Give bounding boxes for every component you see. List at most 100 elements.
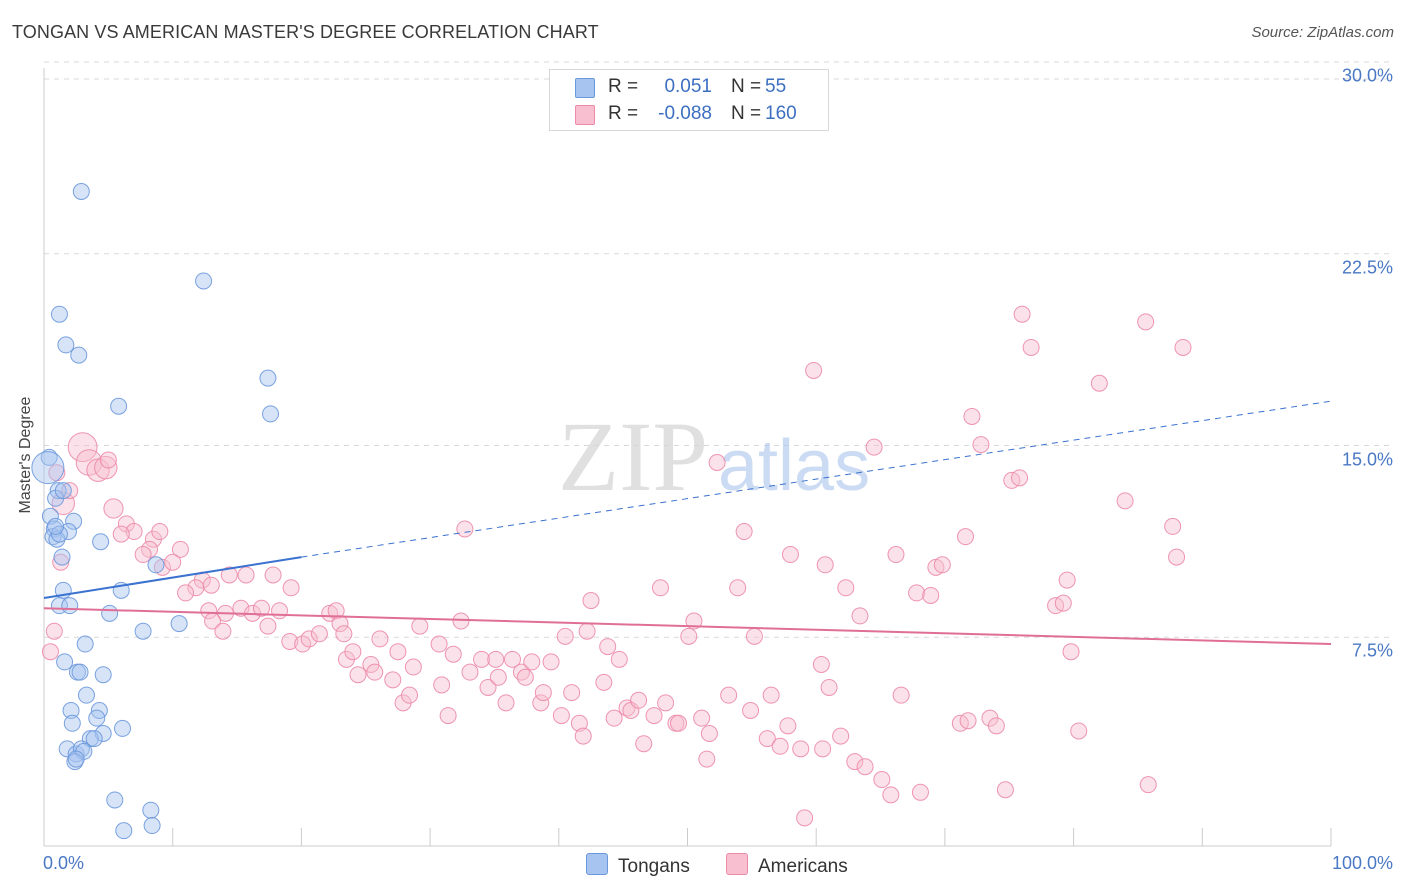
- americans-point: [523, 653, 541, 671]
- americans-point: [552, 707, 570, 725]
- americans-point: [779, 717, 797, 735]
- watermark-atlas: atlas: [718, 426, 870, 506]
- americans-point: [1062, 643, 1080, 661]
- americans-point: [669, 714, 687, 732]
- n-value: 160: [765, 103, 797, 124]
- americans-point: [366, 663, 384, 681]
- tongans-point: [70, 346, 88, 364]
- tongans-point: [142, 801, 160, 819]
- americans-point: [987, 717, 1005, 735]
- americans-point: [745, 627, 763, 645]
- americans-point: [1168, 548, 1186, 566]
- americans-point: [371, 630, 389, 648]
- y-tick-label: 7.5%: [1351, 640, 1393, 661]
- americans-point: [735, 523, 753, 541]
- americans-point: [720, 686, 738, 704]
- americans-swatch: [575, 105, 595, 125]
- tongans-point: [115, 822, 133, 840]
- tongans-point: [67, 750, 85, 768]
- americans-point: [99, 451, 117, 469]
- americans-point: [856, 758, 874, 776]
- americans-point: [959, 712, 977, 730]
- americans-point: [700, 725, 718, 743]
- tongans-point: [259, 369, 277, 387]
- y-tick-label: 15.0%: [1341, 449, 1393, 469]
- tongans-points: [31, 182, 280, 840]
- tongans-point: [170, 615, 188, 633]
- americans-point: [578, 622, 596, 640]
- americans-point: [635, 735, 653, 753]
- americans-point: [820, 678, 838, 696]
- tongans-point: [76, 635, 94, 653]
- americans-point: [259, 617, 277, 635]
- americans-point: [452, 612, 470, 630]
- tongans-point: [147, 556, 165, 574]
- americans-point: [657, 694, 675, 712]
- tongans-point: [106, 791, 124, 809]
- tongans-point: [143, 817, 161, 835]
- tongans-legend-swatch: [586, 853, 608, 875]
- tongans-point: [56, 653, 74, 671]
- tongans-point: [85, 730, 103, 748]
- tongans-point: [48, 530, 66, 548]
- americans-point: [1022, 338, 1040, 356]
- tongans-point: [65, 512, 83, 530]
- americans-point: [1116, 492, 1134, 510]
- americans-trend-line: [43, 607, 1332, 646]
- tongans-legend-label: Tongans: [618, 856, 690, 877]
- americans-point: [758, 730, 776, 748]
- americans-point: [125, 523, 143, 541]
- americans-point: [389, 643, 407, 661]
- tongans-point: [40, 448, 58, 466]
- americans-point: [729, 579, 747, 597]
- americans-point: [781, 546, 799, 564]
- tongans-point: [88, 709, 106, 727]
- americans-point: [534, 684, 552, 702]
- tongans-point: [77, 686, 95, 704]
- tongans-point: [47, 517, 65, 535]
- tongans-point: [195, 272, 213, 290]
- x-tick-label-min: 0.0%: [43, 853, 85, 873]
- americans-point: [651, 579, 669, 597]
- americans-point: [1011, 469, 1029, 487]
- americans-point: [605, 709, 623, 727]
- americans-point: [67, 432, 98, 463]
- americans-point: [762, 686, 780, 704]
- americans-point: [503, 650, 521, 668]
- americans-point: [479, 678, 497, 696]
- r-label: R =: [608, 103, 639, 124]
- americans-point: [200, 602, 218, 620]
- americans-point: [461, 663, 479, 681]
- americans-point: [837, 579, 855, 597]
- americans-point: [300, 630, 318, 648]
- americans-point: [444, 645, 462, 663]
- americans-legend-swatch: [726, 853, 748, 875]
- americans-point: [51, 491, 76, 516]
- y-tick-label: 22.5%: [1341, 257, 1393, 278]
- correlation-legend: R = 0.051 N = 55 R = -0.088 N = 160: [549, 69, 829, 131]
- americans-point: [487, 650, 505, 668]
- tongans-point: [61, 597, 79, 615]
- americans-point: [411, 617, 429, 635]
- americans-point: [708, 454, 726, 471]
- americans-point: [882, 786, 900, 804]
- americans-point: [963, 407, 981, 425]
- chart-title: TONGAN VS AMERICAN MASTER'S DEGREE CORRE…: [12, 22, 599, 42]
- legend-row-americans: R = -0.088 N = 160: [550, 101, 828, 127]
- tongans-point: [41, 507, 59, 525]
- americans-point: [805, 361, 823, 379]
- y-tick-label: 30.0%: [1341, 65, 1393, 86]
- americans-point: [792, 740, 810, 758]
- tongans-point: [63, 714, 81, 732]
- americans-point: [887, 546, 905, 564]
- legend-item-tongans: Tongans: [586, 853, 690, 878]
- americans-point: [892, 686, 910, 704]
- americans-point: [685, 612, 703, 630]
- tongans-point: [53, 548, 71, 566]
- americans-point: [542, 653, 560, 671]
- americans-point: [956, 528, 974, 546]
- americans-point: [582, 592, 600, 610]
- americans-point: [771, 737, 789, 755]
- watermark-zip: ZIP: [558, 401, 708, 512]
